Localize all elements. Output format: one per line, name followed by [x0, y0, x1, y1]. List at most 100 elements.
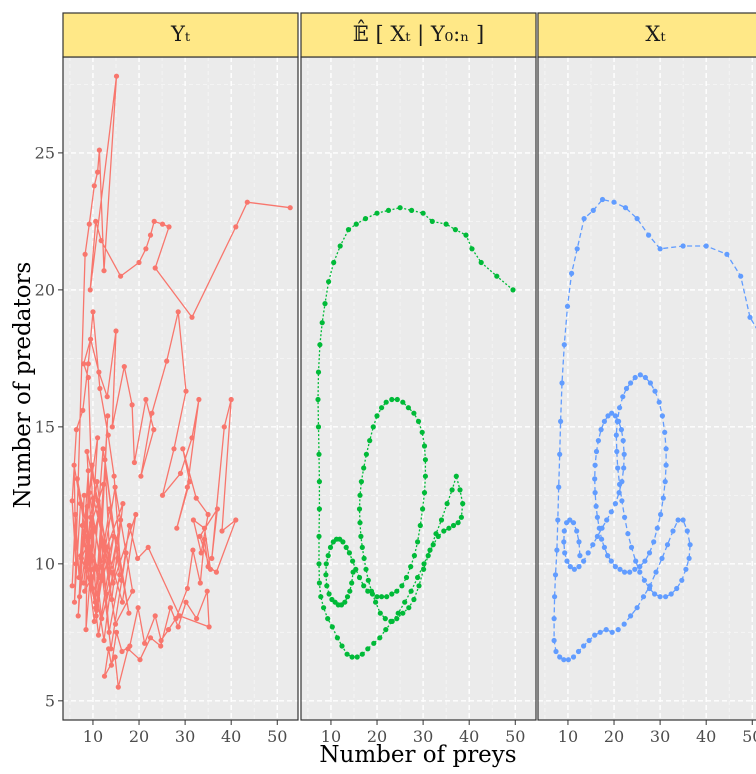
data-point [457, 487, 462, 492]
data-point [400, 611, 405, 616]
data-point [327, 591, 332, 596]
data-point [107, 630, 112, 635]
data-point [374, 413, 379, 418]
data-point [344, 545, 349, 550]
data-point [350, 654, 355, 659]
data-point [617, 567, 622, 572]
y-tick-label: 5 [45, 691, 55, 710]
data-point [132, 460, 137, 465]
plot-background [538, 57, 756, 720]
data-point [596, 438, 601, 443]
data-point [591, 208, 596, 213]
data-point [576, 564, 581, 569]
data-point [420, 430, 425, 435]
data-point [322, 301, 327, 306]
data-point [571, 520, 576, 525]
data-point [562, 342, 567, 347]
data-point [383, 616, 388, 621]
data-point [168, 605, 173, 610]
data-point [86, 375, 91, 380]
data-point [416, 583, 421, 588]
data-point [633, 559, 638, 564]
data-point [180, 446, 185, 451]
data-point [647, 550, 652, 555]
data-point [81, 361, 86, 366]
data-point [99, 616, 104, 621]
data-point [113, 622, 118, 627]
x-tick-label: 20 [604, 727, 624, 746]
data-point [214, 570, 219, 575]
y-tick-label: 10 [35, 554, 55, 573]
data-point [146, 545, 151, 550]
data-point [113, 485, 118, 490]
data-point [653, 570, 658, 575]
data-point [92, 526, 97, 531]
data-point [96, 633, 101, 638]
data-point [219, 528, 224, 533]
data-point [389, 397, 394, 402]
data-point [581, 643, 586, 648]
data-point [152, 219, 157, 224]
data-point [110, 424, 115, 429]
data-point [454, 474, 459, 479]
data-point [610, 630, 615, 635]
data-point [590, 542, 595, 547]
data-point [315, 397, 320, 402]
data-point [209, 556, 214, 561]
data-point [688, 542, 693, 547]
data-point [555, 517, 560, 522]
data-point [552, 638, 557, 643]
data-point [361, 465, 366, 470]
data-point [158, 643, 163, 648]
data-point [87, 490, 92, 495]
data-point [349, 580, 354, 585]
data-point [324, 583, 329, 588]
data-point [416, 419, 421, 424]
y-tick-label: 15 [35, 417, 55, 436]
facet-strip-label: Xₜ [645, 22, 666, 46]
data-point [615, 465, 620, 470]
data-point [396, 611, 401, 616]
data-point [566, 657, 571, 662]
data-point [137, 657, 142, 662]
data-point [222, 424, 227, 429]
data-point [166, 627, 171, 632]
data-point [562, 528, 567, 533]
data-point [373, 600, 378, 605]
data-point [558, 419, 563, 424]
data-point [114, 537, 119, 542]
data-point [109, 663, 114, 668]
data-point [361, 583, 366, 588]
data-point [73, 512, 78, 517]
data-point [704, 243, 709, 248]
data-point [364, 452, 369, 457]
data-point [321, 605, 326, 610]
data-point [445, 501, 450, 506]
data-point [431, 542, 436, 547]
data-point [676, 517, 681, 522]
data-point [324, 561, 329, 566]
data-point [185, 485, 190, 490]
data-point [363, 567, 368, 572]
data-point [367, 438, 372, 443]
data-point [363, 216, 368, 221]
data-point [411, 411, 416, 416]
data-point [724, 252, 729, 257]
data-point [664, 463, 669, 468]
data-point [386, 208, 391, 213]
data-point [328, 545, 333, 550]
data-point [613, 413, 618, 418]
data-point [602, 545, 607, 550]
data-point [384, 594, 389, 599]
data-point [670, 528, 675, 533]
data-point [395, 397, 400, 402]
data-point [357, 520, 362, 525]
data-point [379, 405, 384, 410]
data-point [116, 685, 121, 690]
data-point [659, 556, 664, 561]
data-point [77, 575, 82, 580]
data-point [148, 233, 153, 238]
data-point [632, 567, 637, 572]
data-point [317, 342, 322, 347]
